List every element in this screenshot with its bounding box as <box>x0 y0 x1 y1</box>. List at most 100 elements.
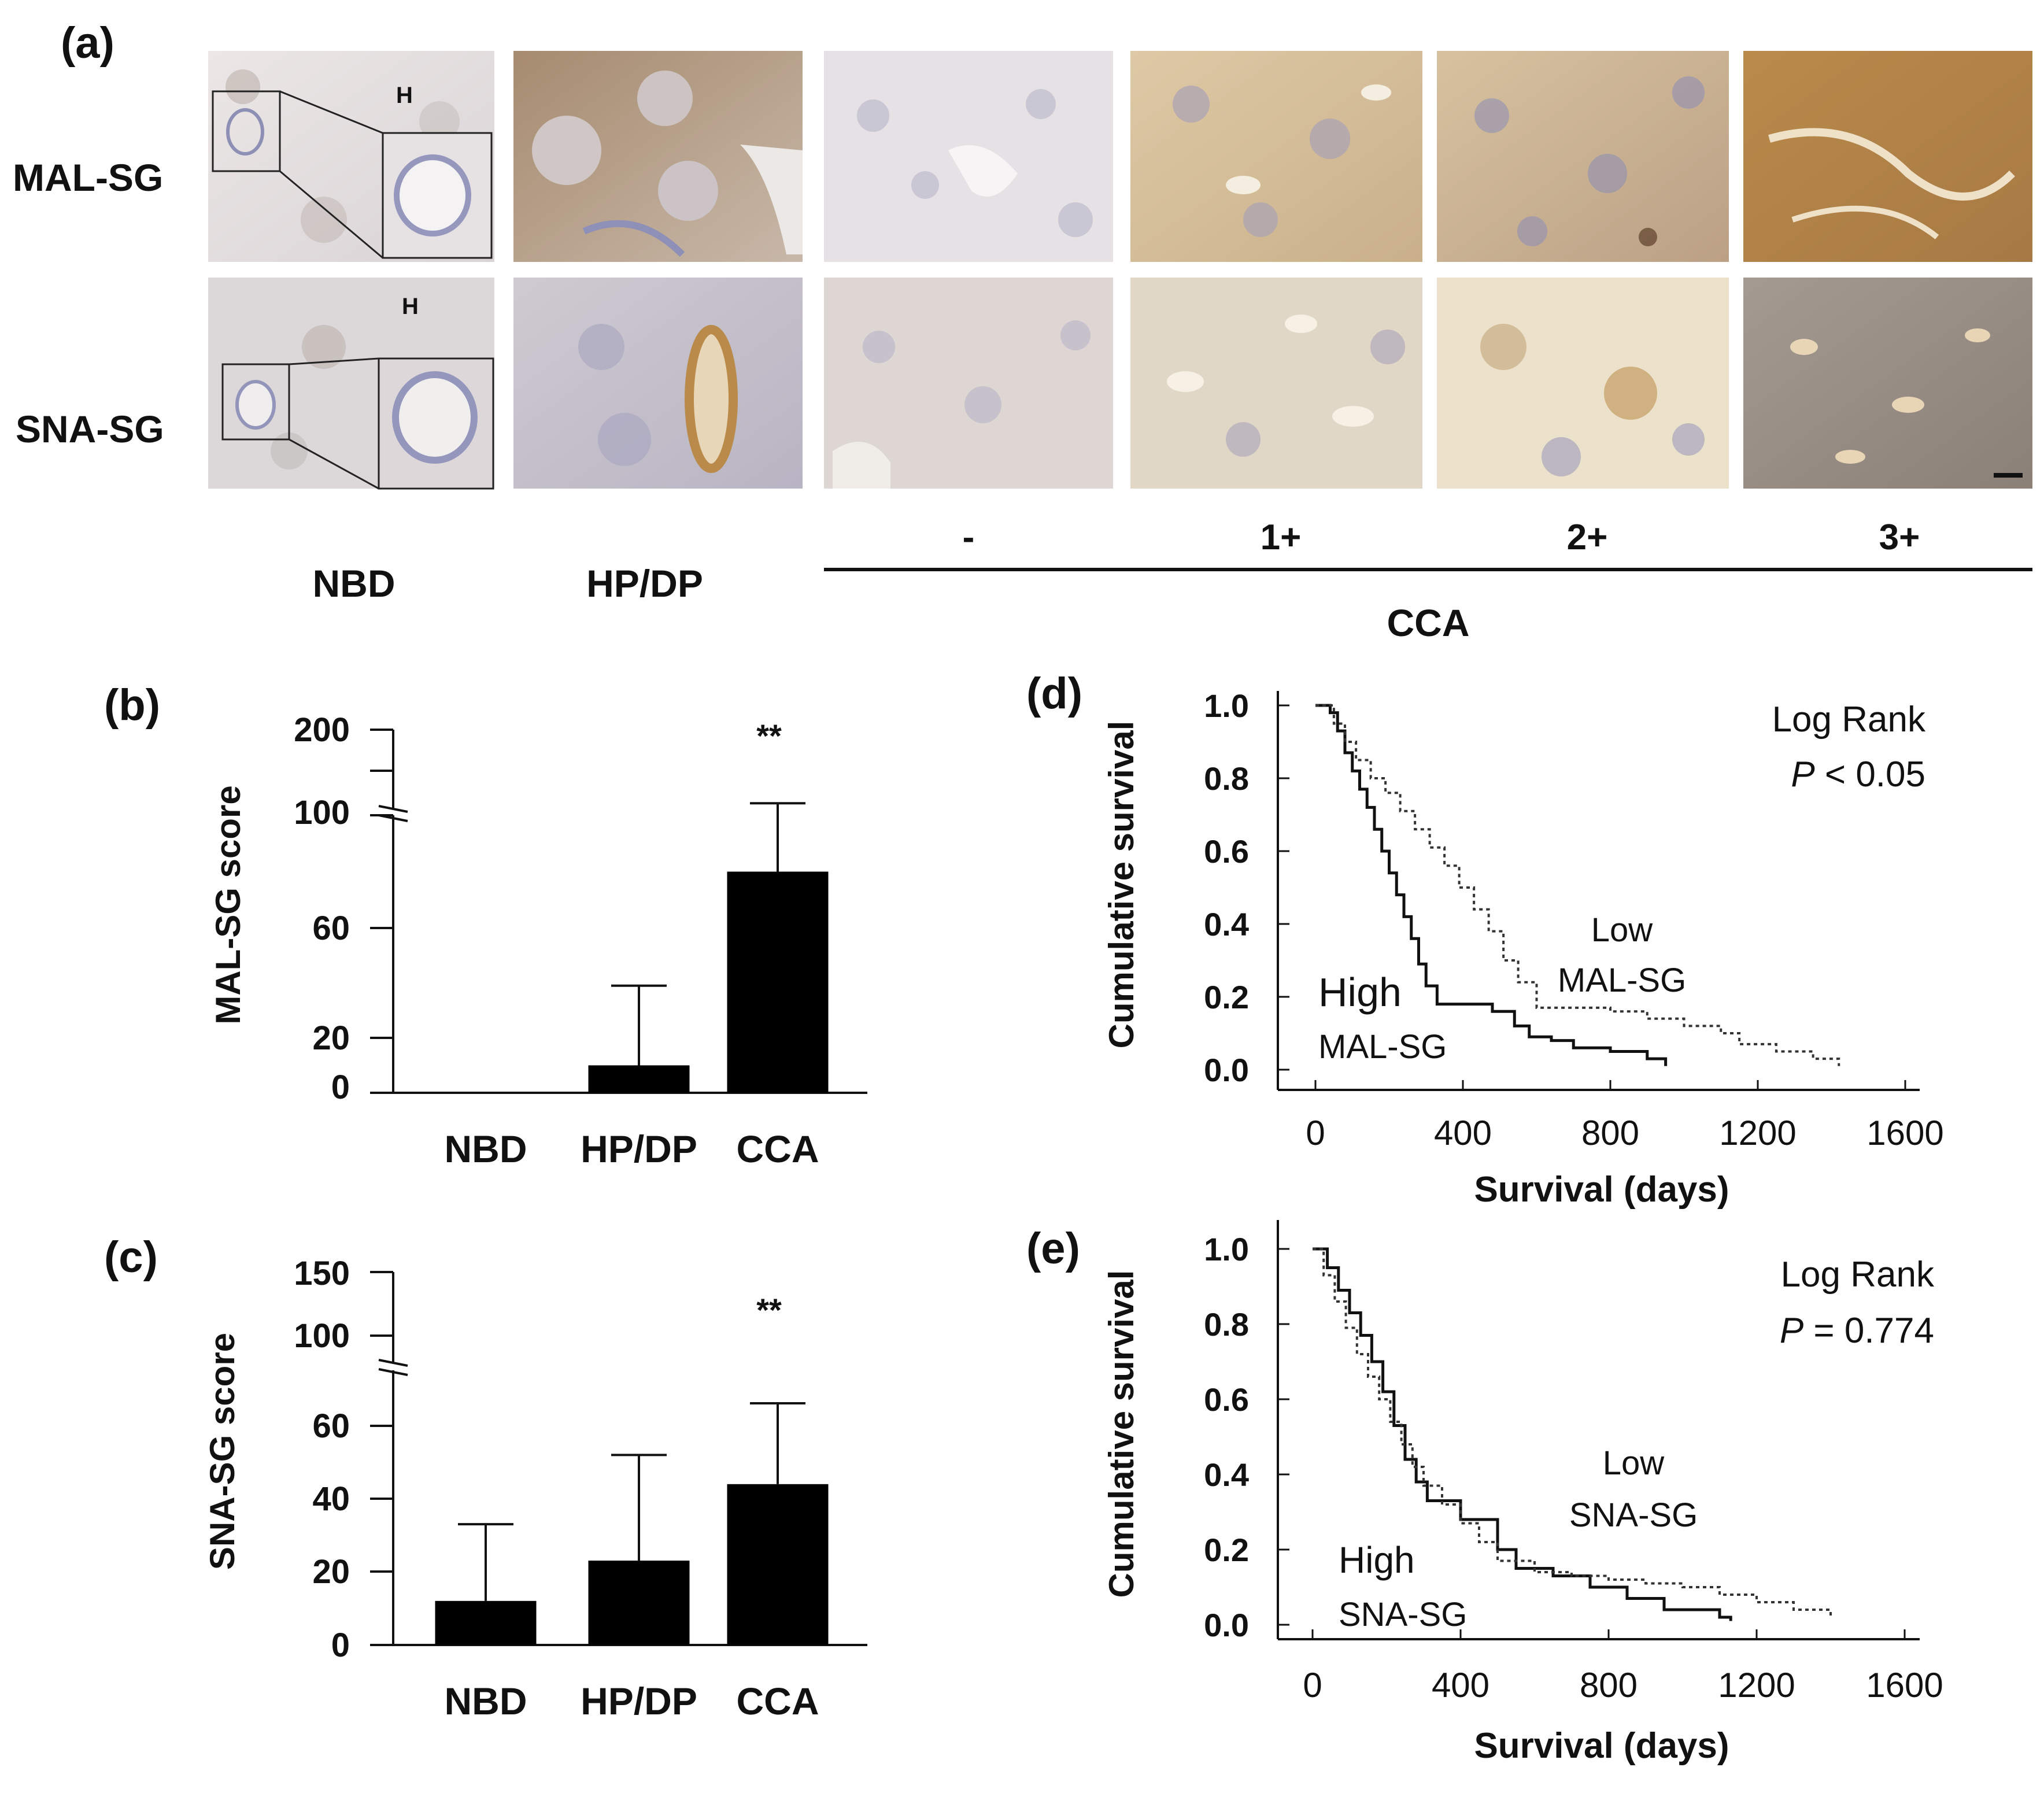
panel-e-xlabel: Survival (days) <box>1474 1726 1729 1766</box>
tile-mal-grade-2 <box>1437 51 1729 262</box>
grade-1-label: 1+ <box>1261 517 1302 557</box>
panel-e-ytick-0.8: 0.8 <box>1204 1306 1249 1343</box>
row-label-mal-sg: MAL-SG <box>13 156 163 199</box>
panel-b-label: (b) <box>104 681 160 730</box>
tile-sna-nbd: H <box>208 278 494 490</box>
scale-bar <box>1994 473 2023 478</box>
panel-e-ytick-0.4: 0.4 <box>1204 1456 1249 1493</box>
panel-a-label: (a) <box>61 19 114 68</box>
panel-c-xtick-cca: CCA <box>737 1680 819 1722</box>
panel-b-ylabel: MAL-SG score <box>209 785 247 1024</box>
panel-d-xtick-1600: 1600 <box>1866 1114 1943 1152</box>
panel-d-ylabel: Cumulative survival <box>1102 721 1141 1049</box>
cca-group-label: CCA <box>1387 601 1470 644</box>
panel-d-ytick-0.0: 0.0 <box>1204 1052 1249 1088</box>
panel-d-ytick-0.2: 0.2 <box>1204 979 1249 1015</box>
panel-d-label-low-1: Low <box>1591 911 1654 949</box>
tile-sna-grade-neg <box>824 278 1113 489</box>
panel-b-ytick-100: 100 <box>294 794 350 831</box>
panel-e-ytick-1.0: 1.0 <box>1204 1231 1249 1267</box>
column-label-nbd: NBD <box>313 562 396 605</box>
panel-b-ytick-200: 200 <box>294 711 350 749</box>
hepatocyte-marker-2: H <box>402 294 419 319</box>
panel-d-xtick-0: 0 <box>1306 1114 1325 1152</box>
panel-e-ylabel: Cumulative survival <box>1102 1270 1141 1598</box>
tile-mal-grade-1 <box>1130 51 1422 262</box>
panel-c-ytick-0: 0 <box>331 1626 350 1664</box>
panel-d-label-low-2: MAL-SG <box>1558 962 1686 999</box>
panel-b-significance-cca: ** <box>756 718 782 754</box>
tile-mal-hpdp <box>513 51 803 262</box>
panel-e-xtick-0: 0 <box>1303 1666 1322 1705</box>
panel-c-ytick-100: 100 <box>294 1317 350 1355</box>
panel-d-p-text: < 0.05 <box>1815 755 1925 794</box>
tile-mal-grade-neg <box>824 51 1113 262</box>
panel-e-ytick-0.6: 0.6 <box>1204 1381 1249 1418</box>
panel-d-p-symbol: P <box>1791 755 1814 794</box>
panel-e-xtick-800: 800 <box>1580 1666 1638 1705</box>
panel-e-label-high-1: High <box>1339 1539 1415 1581</box>
panel-d-test-label: Log Rank <box>1772 700 1926 740</box>
panel-d-label: (d) <box>1026 669 1082 718</box>
panel-b-xtick-nbd: NBD <box>445 1127 527 1170</box>
grade-neg-label: - <box>963 517 975 557</box>
tile-mal-grade-3 <box>1743 51 2032 262</box>
panel-e-pvalue: P = 0.774 <box>1780 1311 1934 1351</box>
panel-e: (e) Cumulative survival 0.0 0.2 0.4 0.6 … <box>1026 1220 1943 1766</box>
panel-d-label-high-1: High <box>1318 970 1402 1015</box>
panel-c-ytick-150: 150 <box>294 1255 350 1292</box>
panel-e-label-low-1: Low <box>1603 1444 1665 1482</box>
panel-d-series-low <box>1315 704 1840 1066</box>
panel-b: (b) MAL-SG score 0 20 60 100 200 ** NBD … <box>104 681 867 1170</box>
tile-sna-grade-2 <box>1437 278 1729 489</box>
grade-3-label: 3+ <box>1879 517 1920 557</box>
panel-e-label-low-2: SNA-SG <box>1569 1496 1698 1534</box>
panel-c-significance-cca: ** <box>756 1292 782 1328</box>
panel-e-p-symbol: P <box>1780 1311 1803 1351</box>
panel-d-ytick-0.8: 0.8 <box>1204 760 1249 797</box>
panel-c-ytick-60: 60 <box>312 1407 350 1445</box>
panel-e-p-text: = 0.774 <box>1803 1311 1934 1351</box>
panel-e-ticks <box>1278 1248 1906 1639</box>
panel-e-series-low <box>1313 1248 1832 1617</box>
panel-d: (d) Cumulative survival 0.0 0.2 0.4 0.6 … <box>1026 669 1944 1210</box>
panel-e-xtick-1600: 1600 <box>1866 1666 1943 1705</box>
panel-c-xtick-hpdp: HP/DP <box>581 1680 697 1722</box>
panel-c-ticks <box>370 1271 393 1646</box>
panel-c: (c) SNA-SG score 0 20 40 60 100 150 ** N <box>104 1233 867 1722</box>
panel-e-test-label: Log Rank <box>1781 1255 1935 1295</box>
panel-e-label: (e) <box>1026 1224 1080 1273</box>
tile-sna-hpdp <box>513 278 803 489</box>
panel-b-bar-cca <box>727 871 829 1093</box>
panel-d-xtick-800: 800 <box>1581 1114 1639 1152</box>
tile-sna-grade-1 <box>1130 278 1422 489</box>
tile-sna-grade-3 <box>1743 278 2032 489</box>
panel-c-break-mark-1 <box>378 1359 408 1367</box>
panel-c-bar-cca <box>727 1484 829 1645</box>
panel-b-xtick-cca: CCA <box>737 1127 819 1170</box>
panel-d-xtick-1200: 1200 <box>1719 1114 1796 1152</box>
panel-d-ytick-0.4: 0.4 <box>1204 906 1249 942</box>
panel-b-break-mark-1 <box>378 805 408 813</box>
grade-2-label: 2+ <box>1567 517 1608 557</box>
panel-b-ytick-20: 20 <box>312 1019 350 1057</box>
panel-d-series-high <box>1315 704 1668 1066</box>
panel-b-ytick-60: 60 <box>312 910 350 947</box>
panel-b-ytick-0: 0 <box>331 1069 350 1106</box>
column-label-hpdp: HP/DP <box>586 562 703 605</box>
panel-d-ticks <box>1278 704 1906 1090</box>
panel-c-ylabel: SNA-SG score <box>203 1333 242 1570</box>
tile-mal-nbd: H <box>208 51 494 262</box>
panel-d-label-high-2: MAL-SG <box>1318 1028 1447 1066</box>
panel-e-ytick-0.2: 0.2 <box>1204 1532 1249 1568</box>
panel-c-break-mark-2 <box>378 1368 408 1376</box>
panel-c-bar-nbd <box>435 1600 537 1645</box>
panel-e-label-high-2: SNA-SG <box>1339 1596 1467 1633</box>
panel-c-label: (c) <box>104 1233 158 1282</box>
panel-b-ticks <box>370 729 393 1094</box>
panel-c-ytick-20: 20 <box>312 1553 350 1591</box>
panel-e-series-high <box>1313 1247 1732 1621</box>
hepatocyte-marker: H <box>396 83 413 108</box>
panel-d-pvalue: P < 0.05 <box>1791 755 1925 794</box>
